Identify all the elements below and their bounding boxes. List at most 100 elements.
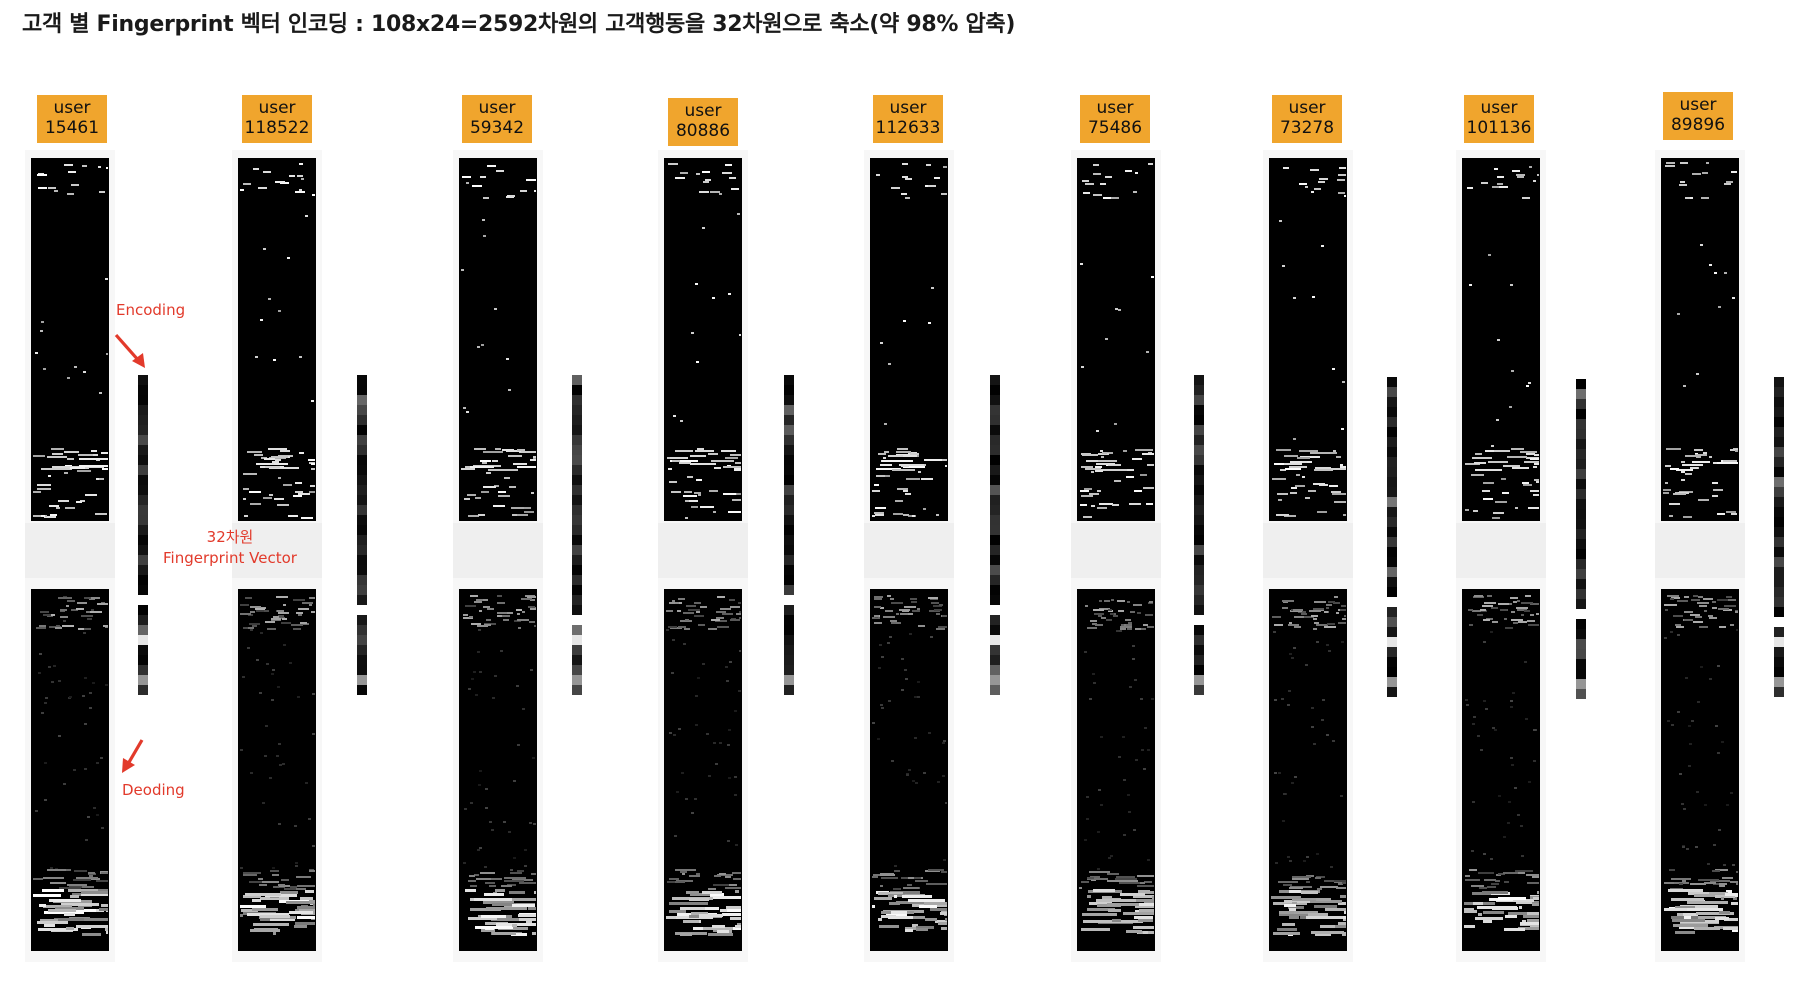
fingerprint-vector <box>784 375 794 695</box>
vector-cell <box>1774 647 1784 657</box>
vector-cell <box>572 475 582 485</box>
vector-cell <box>138 445 148 455</box>
activity-dots <box>240 163 315 519</box>
vector-cell <box>138 595 148 605</box>
vector-cell <box>1774 457 1784 467</box>
activity-dots <box>1271 596 1346 936</box>
vector-cell <box>138 485 148 495</box>
vector-cell <box>357 515 367 525</box>
vector-cell <box>1194 485 1204 495</box>
vector-cell <box>784 565 794 575</box>
vector-cell <box>138 615 148 625</box>
vector-cell <box>990 555 1000 565</box>
vector-cell <box>357 505 367 515</box>
vector-cell <box>1387 517 1397 527</box>
encoding-separator <box>864 523 954 578</box>
vector-cell <box>1576 599 1586 609</box>
vector-cell <box>1194 515 1204 525</box>
vector-cell <box>138 545 148 555</box>
vector-cell <box>1576 489 1586 499</box>
activity-dots <box>1664 595 1738 934</box>
vector-cell <box>1774 407 1784 417</box>
encoding-separator <box>453 523 543 578</box>
vector-cell <box>357 665 367 675</box>
vector-cell <box>1194 475 1204 485</box>
decoded-fingerprint <box>31 589 109 951</box>
fingerprint-vector <box>1576 379 1586 699</box>
vector-cell <box>572 545 582 555</box>
vector-cell <box>572 665 582 675</box>
vector-cell <box>357 685 367 695</box>
vector-cell <box>1194 645 1204 655</box>
encoding-separator <box>25 523 115 578</box>
vector-cell <box>1576 449 1586 459</box>
vector-cell <box>1576 499 1586 509</box>
vector-cell <box>1194 605 1204 615</box>
fingerprint-vector <box>138 375 148 695</box>
vector-cell <box>1774 547 1784 557</box>
vector-cell <box>1774 517 1784 527</box>
vector-cell <box>357 615 367 625</box>
user-badge-label: user <box>684 101 722 121</box>
vector-cell <box>572 615 582 625</box>
vector-cell <box>357 605 367 615</box>
vector-cell <box>784 505 794 515</box>
vector-cell <box>1774 677 1784 687</box>
user-badge-id: 15461 <box>44 118 100 138</box>
vector-cell <box>1387 577 1397 587</box>
vector-cell <box>1576 609 1586 619</box>
original-fingerprint <box>1661 158 1739 521</box>
vector-cell <box>784 375 794 385</box>
activity-dots <box>1465 166 1539 519</box>
vector-cell <box>1774 487 1784 497</box>
fingerprint-vector-label: 32차원 Fingerprint Vector <box>150 527 310 569</box>
vector-cell <box>138 385 148 395</box>
vector-cell <box>572 595 582 605</box>
vector-cell <box>1194 675 1204 685</box>
activity-dots <box>1272 167 1346 517</box>
vector-cell <box>1194 455 1204 465</box>
vector-cell <box>138 555 148 565</box>
vector-cell <box>990 635 1000 645</box>
vector-cell <box>1387 497 1397 507</box>
vector-cell <box>784 425 794 435</box>
vector-cell <box>357 455 367 465</box>
vector-cell <box>572 675 582 685</box>
vector-cell <box>1576 539 1586 549</box>
vector-cell <box>784 475 794 485</box>
vector-cell <box>572 575 582 585</box>
user-badge-id: 118522 <box>244 118 310 138</box>
vector-cell <box>1576 579 1586 589</box>
vector-cell <box>784 635 794 645</box>
vector-cell <box>138 475 148 485</box>
activity-dots <box>872 595 947 932</box>
vector-cell <box>1194 445 1204 455</box>
vector-cell <box>357 655 367 665</box>
vector-cell <box>1387 467 1397 477</box>
decoded-fingerprint <box>1462 589 1540 951</box>
encoding-separator <box>658 523 748 578</box>
vector-cell <box>572 655 582 665</box>
vector-cell <box>1774 567 1784 577</box>
decoded-fingerprint <box>1661 589 1739 951</box>
vector-cell <box>1576 619 1586 629</box>
vector-cell <box>1387 397 1397 407</box>
original-fingerprint <box>238 158 316 521</box>
encoding-label: Encoding <box>116 301 186 319</box>
vector-cell <box>1194 655 1204 665</box>
vector-cell <box>572 375 582 385</box>
vector-cell <box>990 465 1000 475</box>
vector-cell <box>990 605 1000 615</box>
vector-cell <box>357 625 367 635</box>
vector-cell <box>1387 447 1397 457</box>
vector-cell <box>784 685 794 695</box>
vector-cell <box>784 385 794 395</box>
user-badge: user 59342 <box>462 95 532 143</box>
vector-cell <box>1194 465 1204 475</box>
vector-cell <box>1576 519 1586 529</box>
user-badge-id: 101136 <box>1466 118 1532 138</box>
vector-cell <box>784 515 794 525</box>
activity-dots <box>1080 163 1154 518</box>
vector-cell <box>1387 537 1397 547</box>
original-fingerprint <box>664 158 742 521</box>
